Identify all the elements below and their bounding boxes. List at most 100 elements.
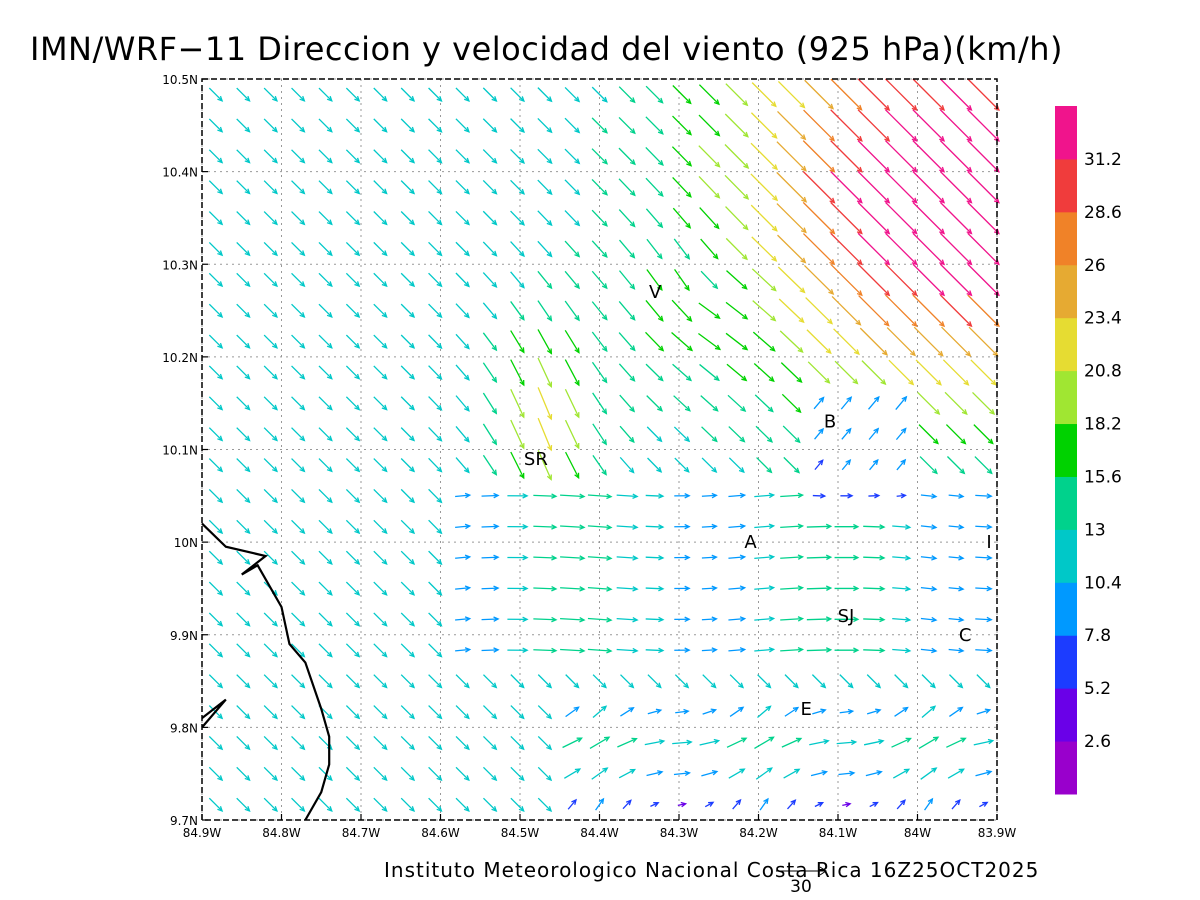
wind-arrow xyxy=(291,766,306,782)
wind-arrow xyxy=(724,113,749,138)
wind-arrow xyxy=(507,647,529,653)
wind-arrow xyxy=(291,180,306,195)
city-label: B xyxy=(824,412,836,433)
wind-arrow xyxy=(455,797,470,813)
wind-arrow xyxy=(591,148,609,165)
wind-arrow xyxy=(619,425,635,444)
y-tick-label: 9.8N xyxy=(170,721,198,735)
wind-arrow xyxy=(263,211,278,226)
wind-arrow xyxy=(618,270,636,290)
coastline xyxy=(201,522,331,821)
colorbar-segment xyxy=(1055,211,1077,266)
wind-arrow xyxy=(208,365,224,380)
y-tick-label: 10.3N xyxy=(162,258,198,272)
wind-arrow xyxy=(671,331,694,352)
wind-arrow xyxy=(646,269,663,292)
wind-arrow xyxy=(318,674,333,689)
wind-arrow xyxy=(618,332,636,352)
wind-arrow xyxy=(645,147,664,166)
wind-arrow xyxy=(373,118,388,133)
wind-arrow xyxy=(698,145,721,168)
wind-arrow xyxy=(894,674,909,689)
wind-arrow xyxy=(400,241,416,257)
wind-arrow xyxy=(702,674,717,689)
wind-arrow xyxy=(701,492,718,499)
wind-arrow xyxy=(830,201,863,235)
wind-arrow xyxy=(830,109,863,142)
wind-arrow xyxy=(885,109,918,142)
wind-arrow xyxy=(263,705,278,720)
wind-arrow xyxy=(645,585,665,592)
wind-arrow xyxy=(564,359,580,387)
wind-arrow xyxy=(428,612,443,627)
wind-arrow xyxy=(507,585,529,592)
wind-arrow xyxy=(318,643,333,658)
wind-arrow xyxy=(645,524,665,530)
wind-arrow xyxy=(400,211,416,226)
wind-arrow xyxy=(591,178,609,196)
wind-arrow xyxy=(869,458,879,471)
wind-arrow xyxy=(455,118,470,133)
wind-arrow xyxy=(208,118,224,133)
wind-arrow xyxy=(948,493,965,499)
colorbar-segment xyxy=(1055,635,1077,689)
wind-arrow xyxy=(892,555,912,561)
wind-arrow xyxy=(510,301,525,321)
coastline-path xyxy=(201,698,227,729)
wind-arrow xyxy=(263,396,278,411)
wind-arrow xyxy=(236,303,251,319)
wind-arrow xyxy=(455,705,470,720)
wind-arrow xyxy=(481,616,500,622)
wind-arrow xyxy=(345,519,361,535)
wind-arrow xyxy=(345,118,361,133)
wind-arrow xyxy=(857,109,891,142)
wind-arrow xyxy=(701,616,718,622)
wind-arrow xyxy=(753,363,775,383)
wind-arrow xyxy=(699,363,720,382)
wind-arrow xyxy=(700,270,719,290)
wind-arrow xyxy=(942,359,970,386)
wind-arrow xyxy=(263,735,278,751)
wind-arrow xyxy=(784,674,799,689)
wind-arrow xyxy=(236,334,251,349)
wind-arrow xyxy=(537,300,553,322)
wind-arrow xyxy=(537,148,553,165)
wind-arrow xyxy=(208,334,224,349)
wind-arrow xyxy=(510,735,525,751)
colorbar-label: 18.2 xyxy=(1084,415,1122,435)
wind-arrow xyxy=(263,643,278,658)
wind-arrow xyxy=(263,458,278,473)
wind-arrow xyxy=(455,210,470,226)
wind-arrow xyxy=(728,523,747,530)
wind-arrow xyxy=(672,207,692,229)
x-tick-label: 84.8W xyxy=(262,826,301,840)
x-tick-label: 84.9W xyxy=(183,826,222,840)
wind-arrow xyxy=(428,180,443,195)
wind-arrow xyxy=(975,524,993,530)
wind-arrow xyxy=(811,674,827,689)
wind-arrow xyxy=(482,210,498,226)
wind-arrow xyxy=(373,797,388,813)
colorbar-label: 20.8 xyxy=(1084,362,1122,382)
wind-arrow xyxy=(646,770,664,777)
wind-arrow xyxy=(831,296,862,326)
wind-arrow xyxy=(533,647,558,654)
wind-arrow xyxy=(939,263,973,297)
wind-arrow xyxy=(834,523,860,530)
wind-arrow xyxy=(698,114,721,137)
wind-arrow xyxy=(400,458,416,473)
wind-arrow xyxy=(400,519,416,535)
wind-arrow xyxy=(704,801,715,808)
wind-arrow xyxy=(208,241,224,257)
wind-arrow xyxy=(400,735,416,751)
wind-arrow xyxy=(587,524,613,530)
wind-arrow xyxy=(373,735,388,751)
wind-arrow xyxy=(751,82,777,108)
wind-arrow xyxy=(482,674,498,689)
wind-arrow xyxy=(236,272,251,288)
wind-arrow xyxy=(939,201,973,235)
wind-arrow xyxy=(728,554,747,560)
wind-arrow xyxy=(537,705,553,720)
wind-arrow xyxy=(975,493,993,499)
wind-arrow xyxy=(428,519,443,535)
